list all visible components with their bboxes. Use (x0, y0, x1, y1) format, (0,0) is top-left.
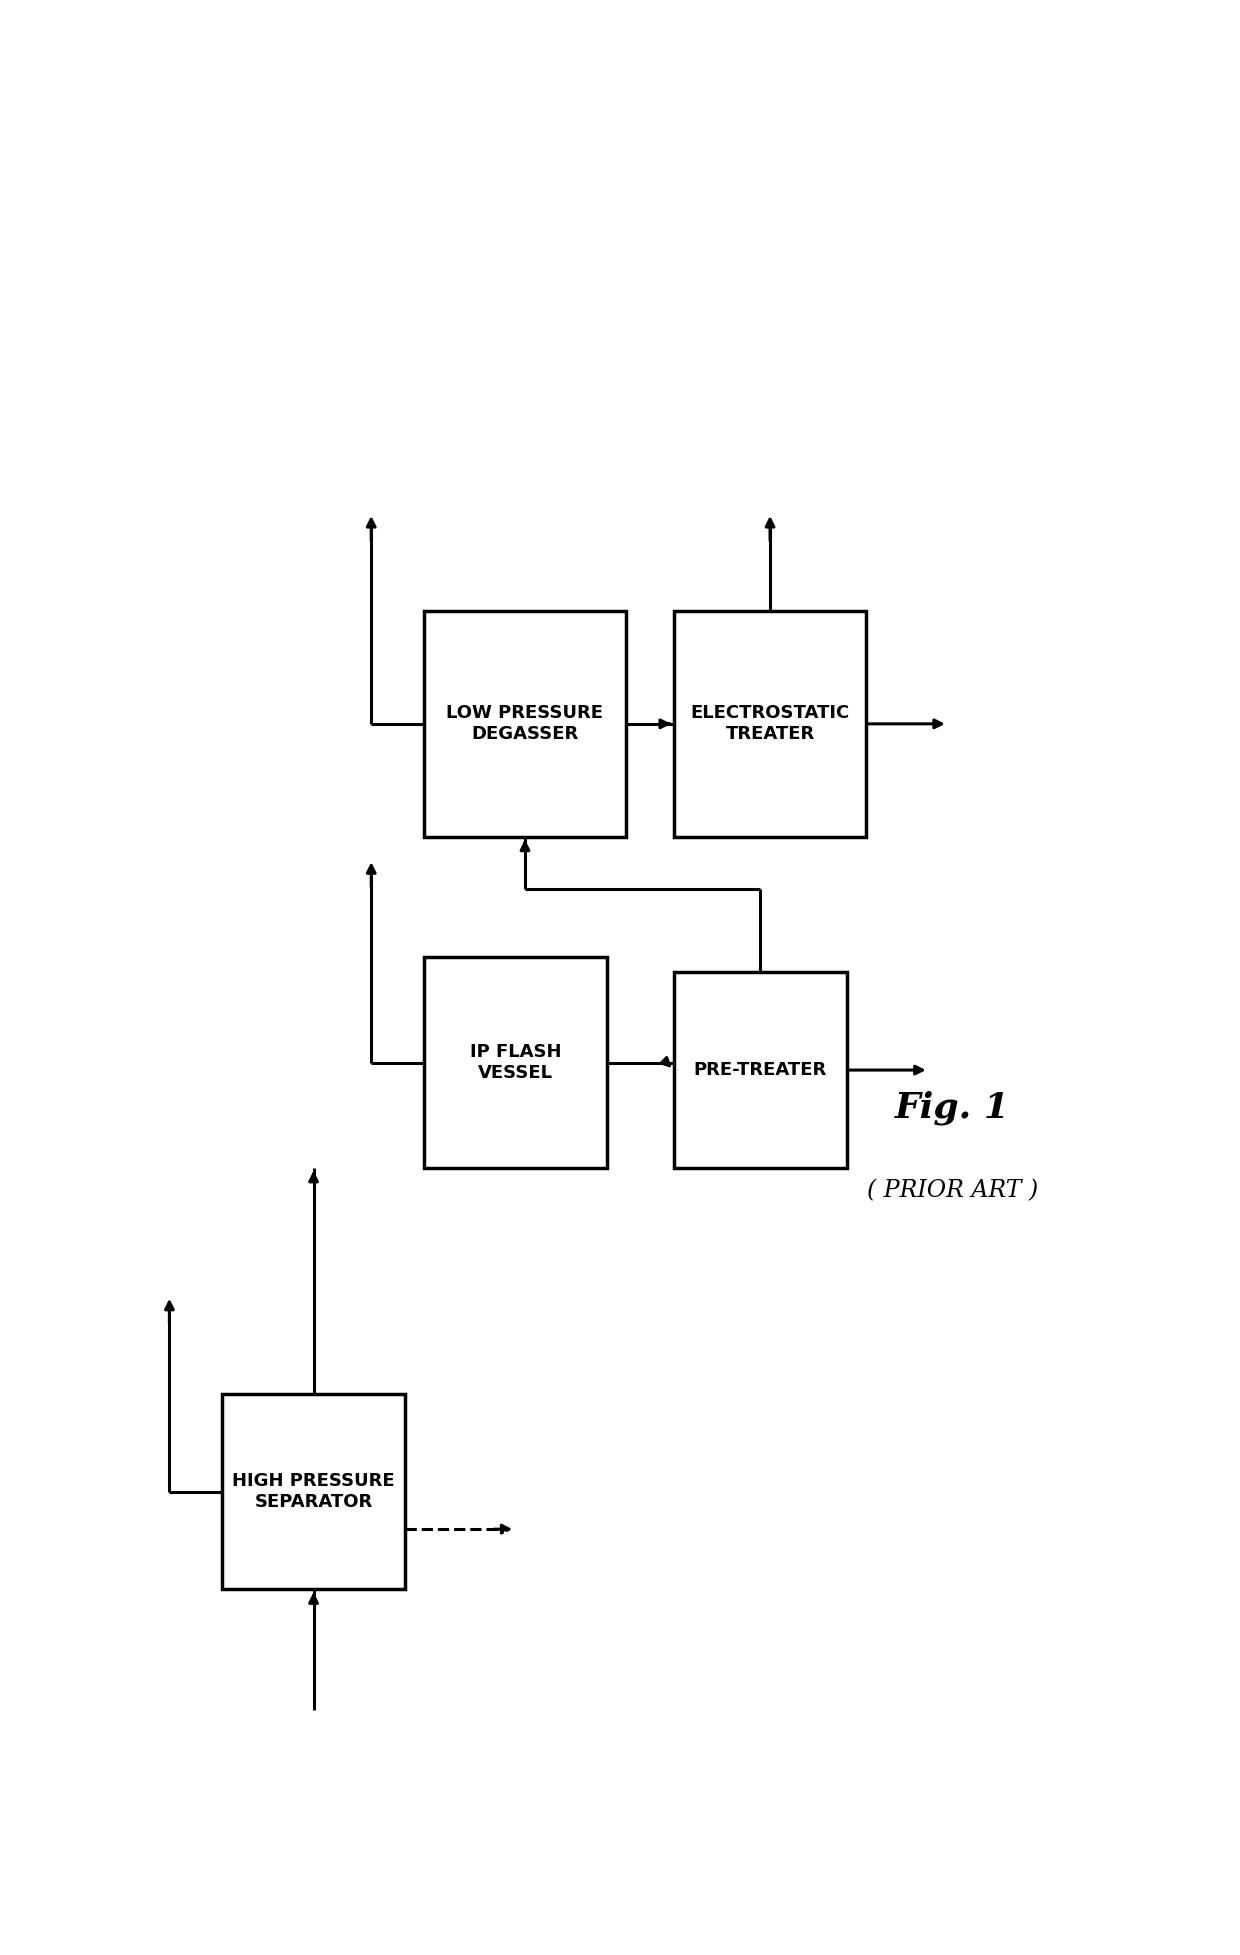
Text: ELECTROSTATIC
TREATER: ELECTROSTATIC TREATER (691, 704, 849, 743)
Text: Fig. 1: Fig. 1 (895, 1091, 1011, 1124)
Text: PRE-TREATER: PRE-TREATER (694, 1062, 827, 1079)
Text: LOW PRESSURE
DEGASSER: LOW PRESSURE DEGASSER (446, 704, 604, 743)
Bar (424, 612, 626, 837)
Bar (222, 1394, 404, 1589)
Bar (675, 612, 866, 837)
Bar (675, 972, 847, 1167)
Text: HIGH PRESSURE
SEPARATOR: HIGH PRESSURE SEPARATOR (232, 1472, 394, 1511)
Text: ( PRIOR ART ): ( PRIOR ART ) (867, 1179, 1038, 1202)
Text: IP FLASH
VESSEL: IP FLASH VESSEL (470, 1044, 562, 1081)
Bar (424, 958, 606, 1167)
